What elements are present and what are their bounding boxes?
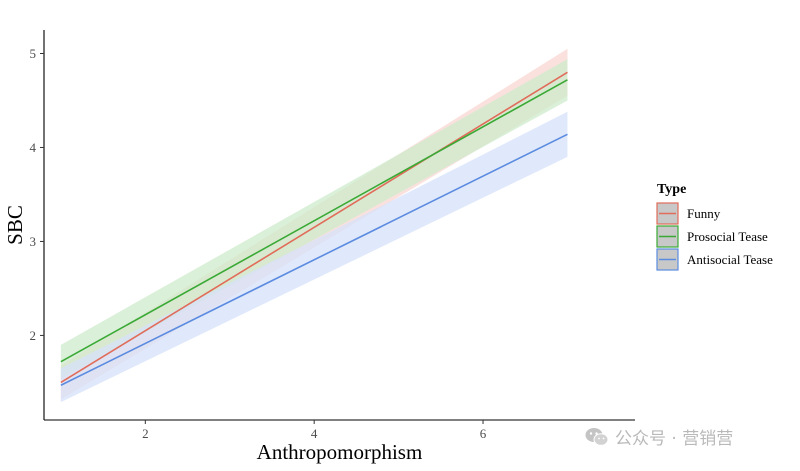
wechat-icon bbox=[585, 427, 609, 446]
legend-title: Type bbox=[657, 182, 686, 197]
y-axis-title: SBC bbox=[3, 205, 27, 245]
y-tick-label-2: 2 bbox=[30, 328, 37, 343]
y-tick-label-5: 5 bbox=[30, 46, 37, 61]
x-axis-title: Anthropomorphism bbox=[257, 440, 423, 464]
ticks: 2 4 6 2 3 4 5 bbox=[30, 46, 487, 441]
legend-label-funny: Funny bbox=[687, 206, 721, 221]
axes bbox=[43, 30, 635, 421]
band-prosocial-tease bbox=[60, 59, 568, 379]
line-prosocial-tease bbox=[60, 79, 568, 363]
line-antisocial-tease bbox=[60, 133, 568, 386]
x-tick-label-6: 6 bbox=[480, 426, 487, 441]
x-tick-label-2: 2 bbox=[142, 426, 149, 441]
confidence-bands bbox=[60, 48, 568, 403]
line-funny bbox=[60, 71, 568, 384]
y-tick-label-3: 3 bbox=[30, 234, 37, 249]
y-tick-label-4: 4 bbox=[30, 140, 37, 155]
watermark: 公众号 · 营销营 bbox=[585, 424, 733, 449]
band-antisocial-tease bbox=[60, 111, 568, 403]
legend-label-prosocial-tease: Prosocial Tease bbox=[687, 229, 768, 244]
watermark-text: 公众号 · 营销营 bbox=[615, 429, 734, 449]
legend-label-antisocial-tease: Antisocial Tease bbox=[687, 252, 773, 267]
x-tick-label-4: 4 bbox=[311, 426, 318, 441]
regression-lines bbox=[60, 71, 568, 386]
legend: Type Funny Prosocial Tease Antisocial Teas… bbox=[656, 182, 773, 271]
